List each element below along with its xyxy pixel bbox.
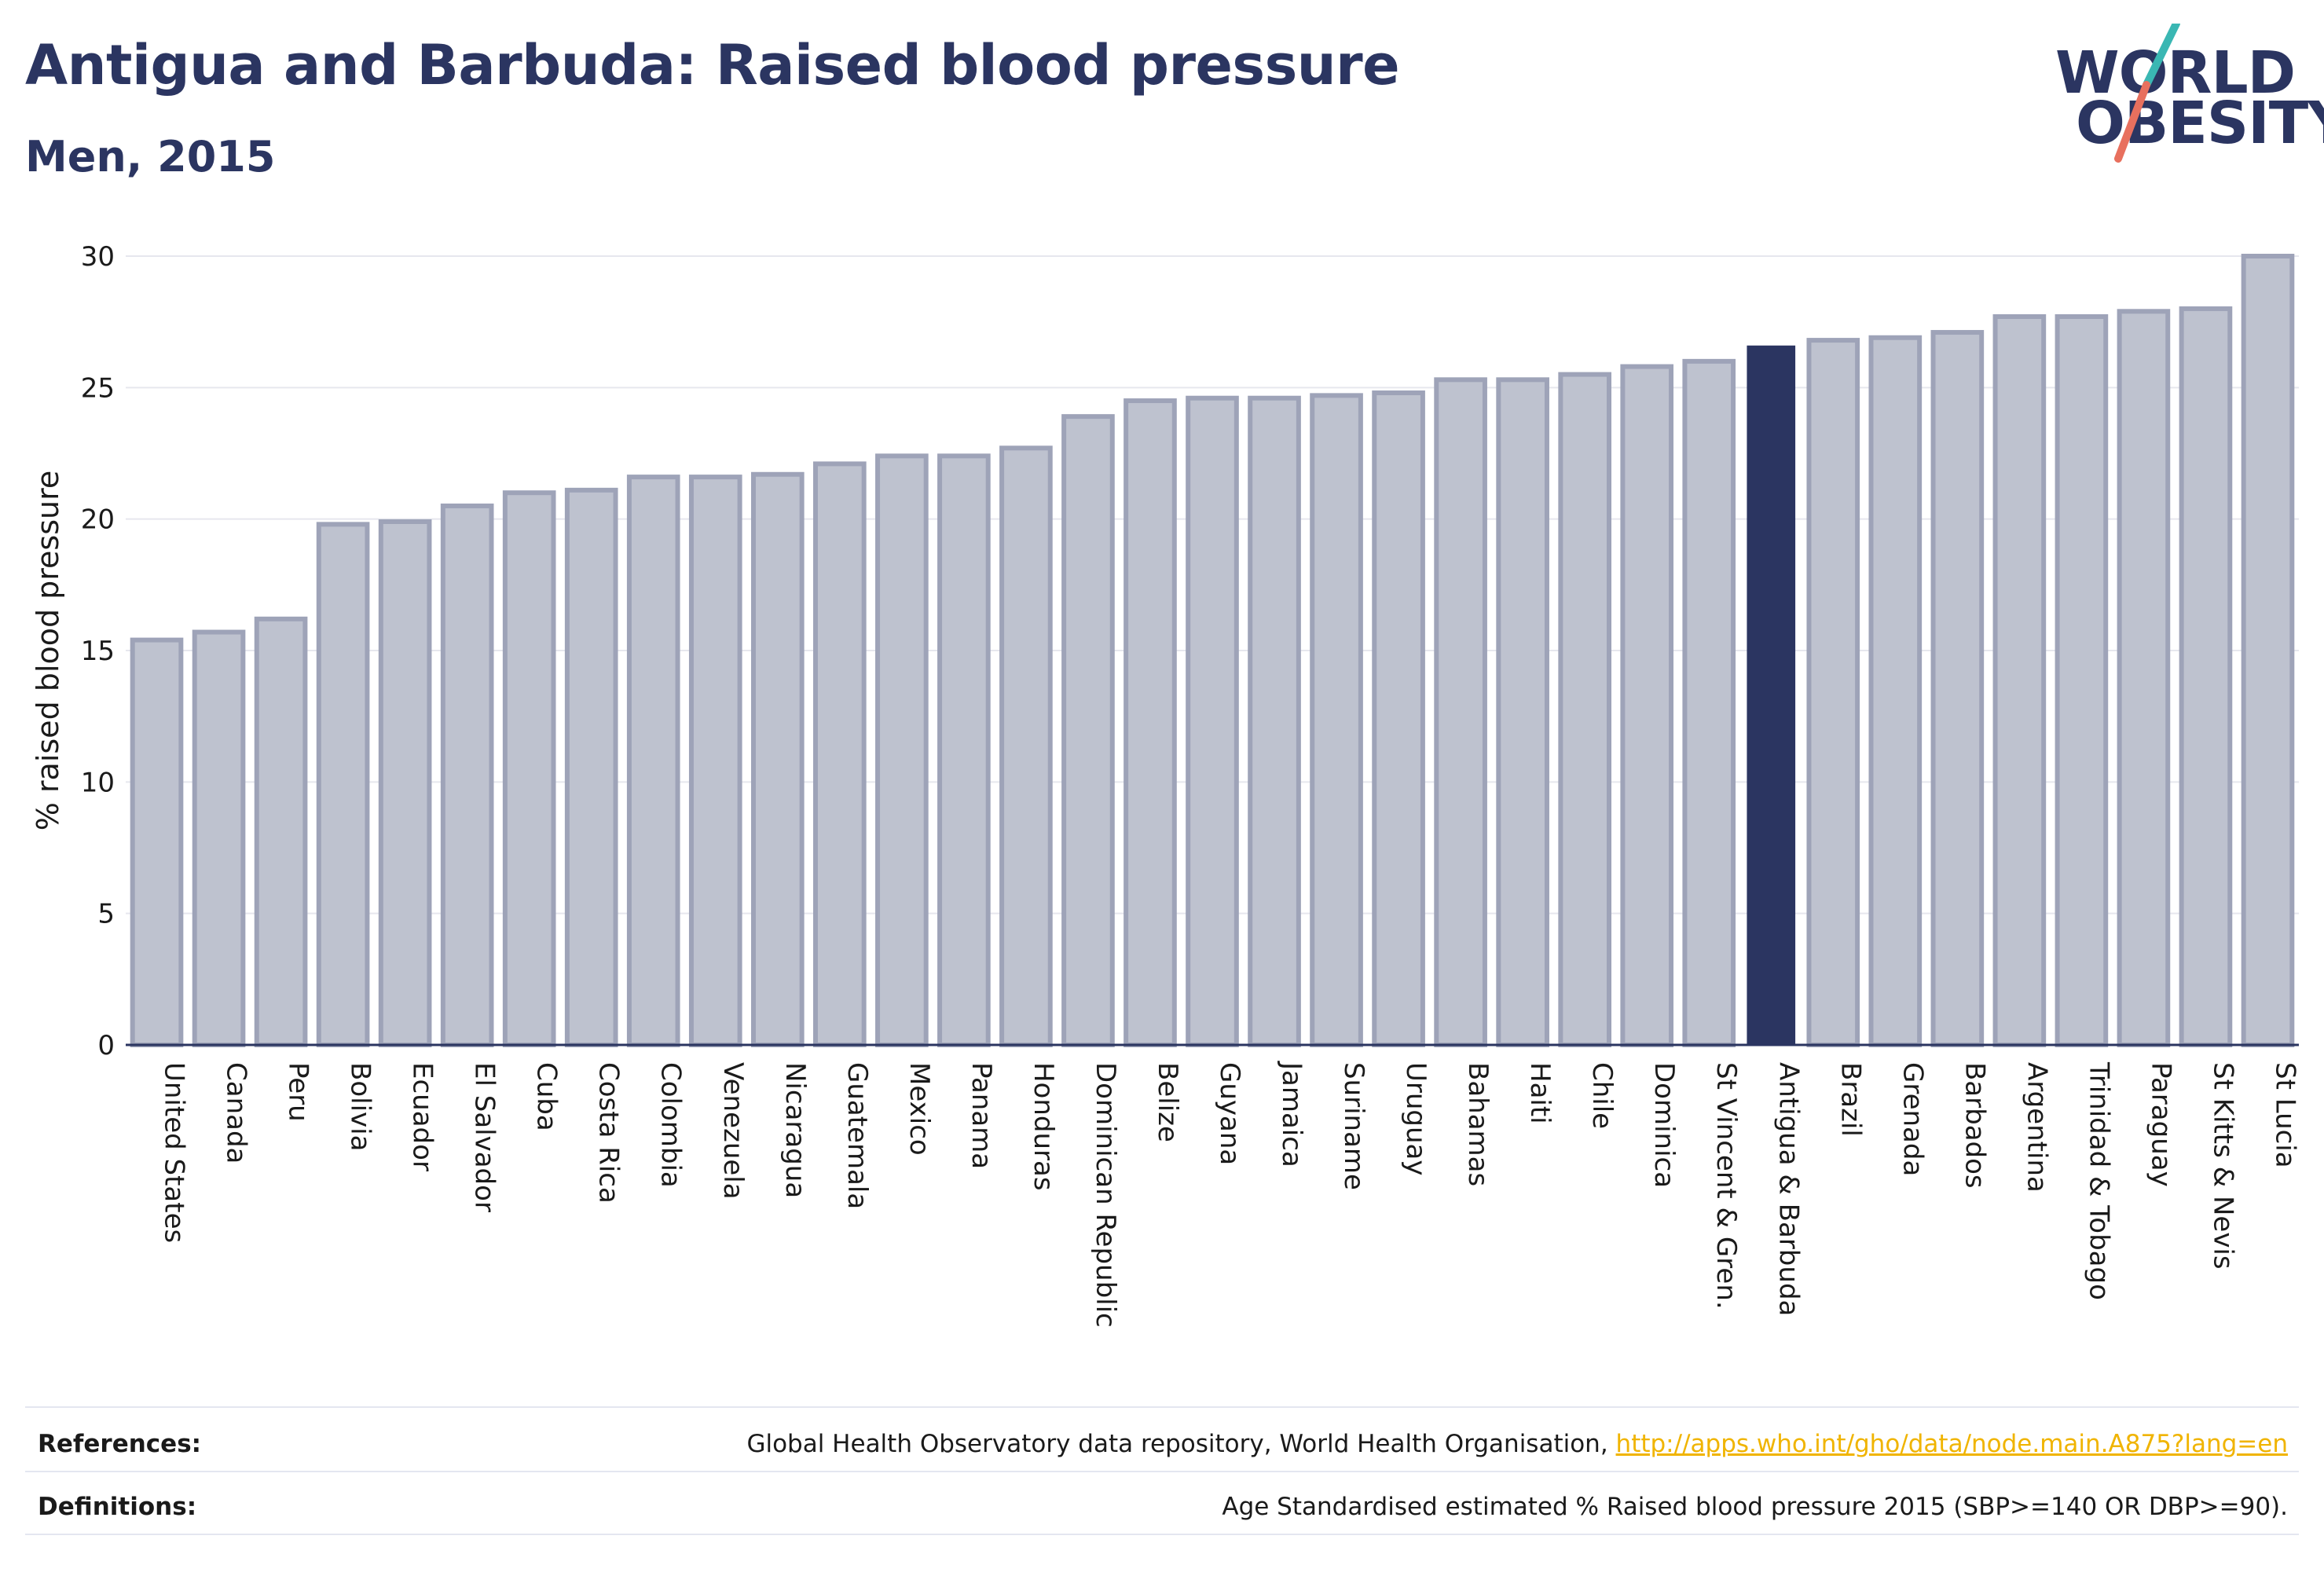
bar-belize — [1124, 398, 1177, 1048]
x-tick-label: Peru — [283, 1062, 314, 1122]
x-tick-label: El Salvador — [469, 1062, 500, 1212]
bar-argentina — [1992, 313, 2047, 1047]
x-tick-label: St Kitts & Nevis — [2207, 1062, 2238, 1270]
x-tick-label: Grenada — [1897, 1062, 1928, 1176]
bar-grenada — [1868, 335, 1923, 1048]
y-tick-label: 20 — [81, 504, 115, 536]
bar-venezuela — [688, 475, 742, 1047]
logo-text-obesity: OBESITY — [2076, 90, 2324, 157]
x-tick-label: Paraguay — [2145, 1062, 2176, 1187]
bar-costa-rica — [564, 487, 618, 1047]
x-tick-labels: United States Canada Peru Bolivia Ecuador El … — [159, 1061, 2301, 1328]
references-label: References: — [38, 1430, 202, 1458]
bar-guatemala — [813, 461, 867, 1047]
bar-canada — [192, 629, 246, 1047]
x-tick-label: Argentina — [2021, 1062, 2052, 1193]
x-tick-label: Cuba — [531, 1062, 563, 1131]
world-obesity-logo: WORLD OBESITY — [2043, 24, 2324, 165]
references-source: Global Health Observatory data repositor… — [746, 1430, 1616, 1458]
bar-dominican-republic — [1061, 414, 1115, 1047]
x-tick-label: Bahamas — [1462, 1062, 1494, 1186]
chart-title: Antigua and Barbuda: Raised blood pressu… — [25, 33, 1400, 97]
x-tick-label: Guyana — [1214, 1062, 1245, 1165]
bar-honduras — [999, 445, 1053, 1047]
x-tick-label: Belize — [1152, 1062, 1183, 1142]
x-tick-label: Colombia — [655, 1062, 687, 1188]
bar-ecuador — [378, 519, 432, 1047]
bar-chart: 0 5 10 15 20 25 30 United States Canada Peru Boli… — [31, 241, 2301, 1328]
footer-divider-top — [25, 1406, 2299, 1408]
x-tick-label: St Lucia — [2269, 1062, 2300, 1168]
x-tick-label: Chile — [1586, 1062, 1618, 1129]
bar-st-vincent-gren- — [1682, 358, 1736, 1048]
bar-bolivia — [316, 522, 370, 1047]
y-tick-label: 15 — [81, 636, 115, 667]
x-tick-label: Canada — [221, 1062, 252, 1164]
x-tick-label: Panama — [966, 1062, 997, 1169]
y-tick-label: 25 — [81, 372, 115, 404]
bar-panama — [937, 453, 991, 1047]
x-tick-label: Dominica — [1648, 1062, 1680, 1188]
bars — [130, 254, 2295, 1048]
definitions-text: Age Standardised estimated % Raised bloo… — [1222, 1493, 2288, 1521]
bar-guyana — [1186, 395, 1239, 1048]
bar-jamaica — [1248, 395, 1301, 1048]
references-text: Global Health Observatory data repositor… — [746, 1430, 2288, 1458]
bar-united-states — [130, 637, 184, 1047]
y-axis-label: % raised blood pressure — [31, 471, 65, 831]
x-tick-label: Mexico — [904, 1062, 935, 1156]
x-tick-label: Jamaica — [1276, 1061, 1307, 1167]
x-tick-label: United States — [159, 1062, 190, 1243]
x-tick-label: Honduras — [1028, 1062, 1059, 1191]
bar-st-kitts-nevis — [2179, 306, 2233, 1047]
x-tick-label: Barbados — [1959, 1062, 1990, 1189]
x-tick-label: Antigua & Barbuda — [1772, 1062, 1804, 1316]
footer-divider-bottom — [25, 1534, 2299, 1535]
x-tick-label: Haiti — [1524, 1062, 1556, 1124]
bar-suriname — [1310, 393, 1363, 1047]
bar-el-salvador — [440, 503, 494, 1047]
x-tick-label: Uruguay — [1400, 1062, 1431, 1176]
bar-brazil — [1806, 338, 1860, 1047]
y-tick-label: 0 — [97, 1030, 115, 1061]
x-tick-label: Guatemala — [841, 1062, 873, 1209]
x-tick-label: Suriname — [1338, 1062, 1369, 1190]
x-tick-label: Ecuador — [407, 1062, 438, 1171]
y-tick-labels: 0 5 10 15 20 25 30 — [81, 241, 115, 1061]
definitions-label: Definitions: — [38, 1493, 197, 1521]
bar-barbados — [1930, 330, 1985, 1047]
bar-bahamas — [1434, 377, 1487, 1047]
bar-chile — [1558, 372, 1611, 1048]
y-tick-label: 10 — [81, 767, 115, 798]
x-tick-label: St Vincent & Gren. — [1710, 1062, 1742, 1310]
bar-colombia — [626, 475, 680, 1047]
bar-mexico — [875, 453, 929, 1047]
x-tick-label: Dominican Republic — [1090, 1062, 1121, 1328]
references-link[interactable]: http://apps.who.int/gho/data/node.main.A… — [1615, 1430, 2288, 1458]
bar-peru — [254, 616, 308, 1047]
chart-subtitle: Men, 2015 — [25, 132, 276, 181]
x-tick-label: Costa Rica — [593, 1062, 625, 1204]
bar-dominica — [1620, 364, 1674, 1047]
y-tick-label: 30 — [81, 241, 115, 273]
bar-antigua-barbuda — [1747, 345, 1796, 1046]
bar-st-lucia — [2241, 254, 2295, 1047]
x-tick-label: Bolivia — [345, 1062, 376, 1151]
footer-divider-middle — [25, 1471, 2299, 1472]
bar-haiti — [1496, 377, 1549, 1047]
bar-nicaragua — [750, 471, 805, 1047]
logo-slash-icon — [2114, 24, 2180, 163]
bar-uruguay — [1372, 390, 1425, 1047]
bar-trinidad-tobago — [2055, 313, 2109, 1047]
logo-text-world: WORLD — [2055, 39, 2296, 107]
bar-cuba — [502, 490, 556, 1047]
bar-paraguay — [2117, 309, 2171, 1047]
x-tick-label: Venezuela — [717, 1062, 749, 1200]
x-tick-label: Brazil — [1835, 1062, 1866, 1137]
x-tick-label: Trinidad & Tobago — [2083, 1061, 2114, 1300]
x-tick-label: Nicaragua — [779, 1062, 811, 1198]
y-tick-label: 5 — [97, 899, 115, 930]
